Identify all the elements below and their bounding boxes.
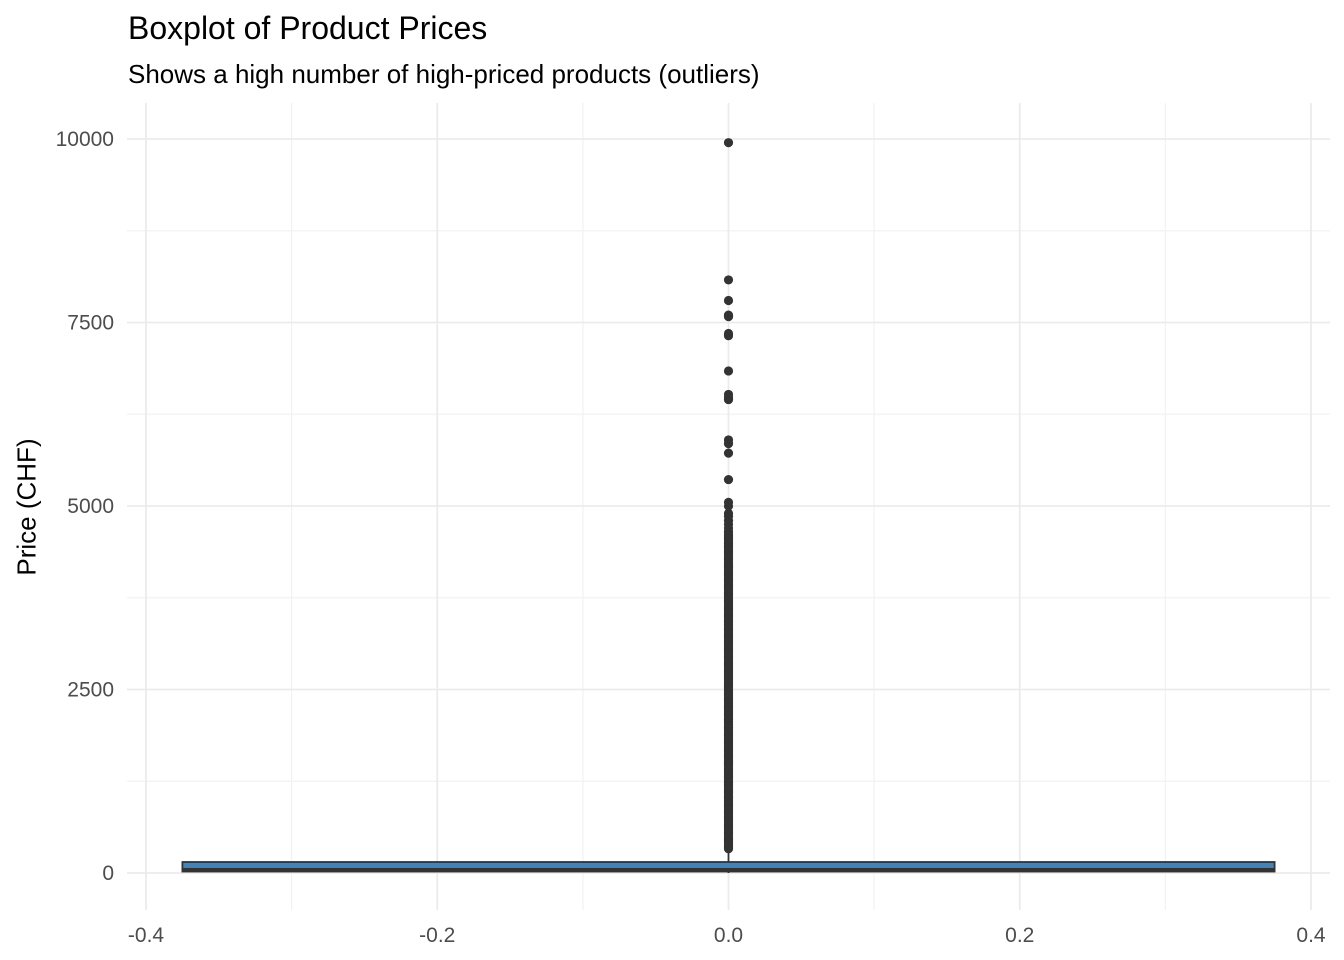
y-tick-label: 0 xyxy=(102,862,114,885)
outlier-point xyxy=(723,310,734,320)
x-tick-label: -0.4 xyxy=(128,924,165,947)
outlier-point xyxy=(723,448,734,458)
outlier-point xyxy=(723,366,734,376)
outlier-point xyxy=(723,389,734,400)
y-tick-label: 2500 xyxy=(67,679,114,702)
outlier-point xyxy=(723,474,734,485)
outlier-point xyxy=(723,328,734,339)
box xyxy=(181,861,1276,873)
outlier-point xyxy=(723,435,734,445)
outlier-point xyxy=(723,138,734,148)
outlier-point xyxy=(723,508,734,518)
x-tick-label: 0.0 xyxy=(714,924,743,947)
boxplot xyxy=(181,850,1276,873)
outlier-points xyxy=(723,138,734,854)
y-tick-label: 5000 xyxy=(67,495,114,518)
x-tick-label: 0.4 xyxy=(1296,924,1326,947)
chart-title: Boxplot of Product Prices xyxy=(128,10,488,46)
y-tick-label: 7500 xyxy=(67,312,114,335)
y-tick-labels: 0 2500 5000 7500 10000 xyxy=(56,128,114,885)
x-tick-label: -0.2 xyxy=(419,924,455,947)
outlier-point xyxy=(723,295,734,306)
x-tick-label: 0.2 xyxy=(1005,924,1034,947)
chart-subtitle: Shows a high number of high-priced produ… xyxy=(128,59,760,89)
x-tick-labels: -0.4 -0.2 0.0 0.2 0.4 xyxy=(128,924,1326,947)
outlier-point xyxy=(723,275,734,285)
y-tick-label: 10000 xyxy=(56,128,114,151)
outlier-point xyxy=(723,497,734,507)
